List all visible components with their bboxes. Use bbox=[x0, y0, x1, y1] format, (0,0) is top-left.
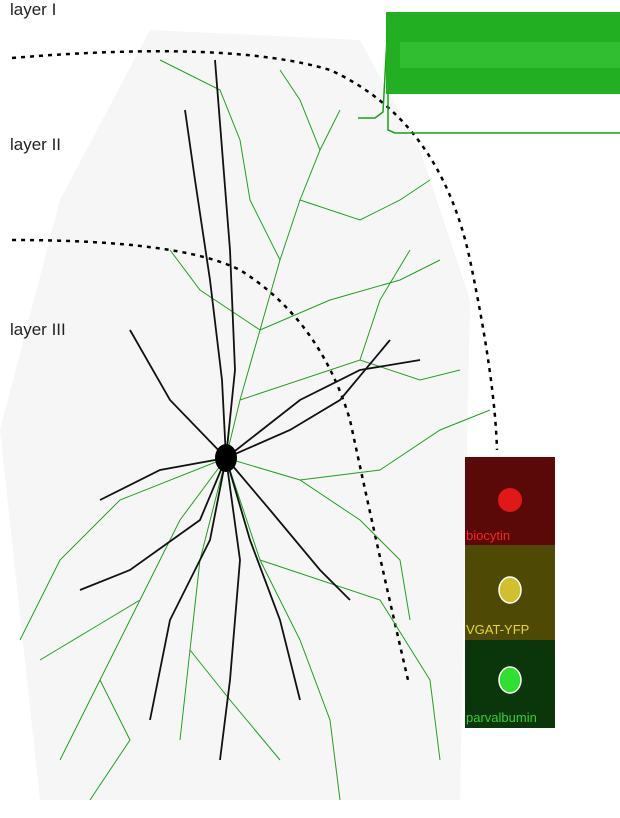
soma bbox=[215, 444, 237, 472]
inset-label: VGAT-YFP bbox=[466, 622, 530, 637]
axon bbox=[19, 59, 491, 801]
slice-background bbox=[0, 30, 470, 800]
dendrites bbox=[79, 59, 421, 761]
spike-trace bbox=[358, 12, 620, 134]
inset-label: parvalbumin bbox=[466, 710, 537, 725]
inset-label: biocytin bbox=[466, 528, 511, 543]
layer-label: layer II bbox=[10, 135, 62, 154]
layer-borders bbox=[11, 50, 499, 681]
layer-label: layer III bbox=[10, 320, 66, 339]
layer-label: layer I bbox=[10, 0, 57, 19]
